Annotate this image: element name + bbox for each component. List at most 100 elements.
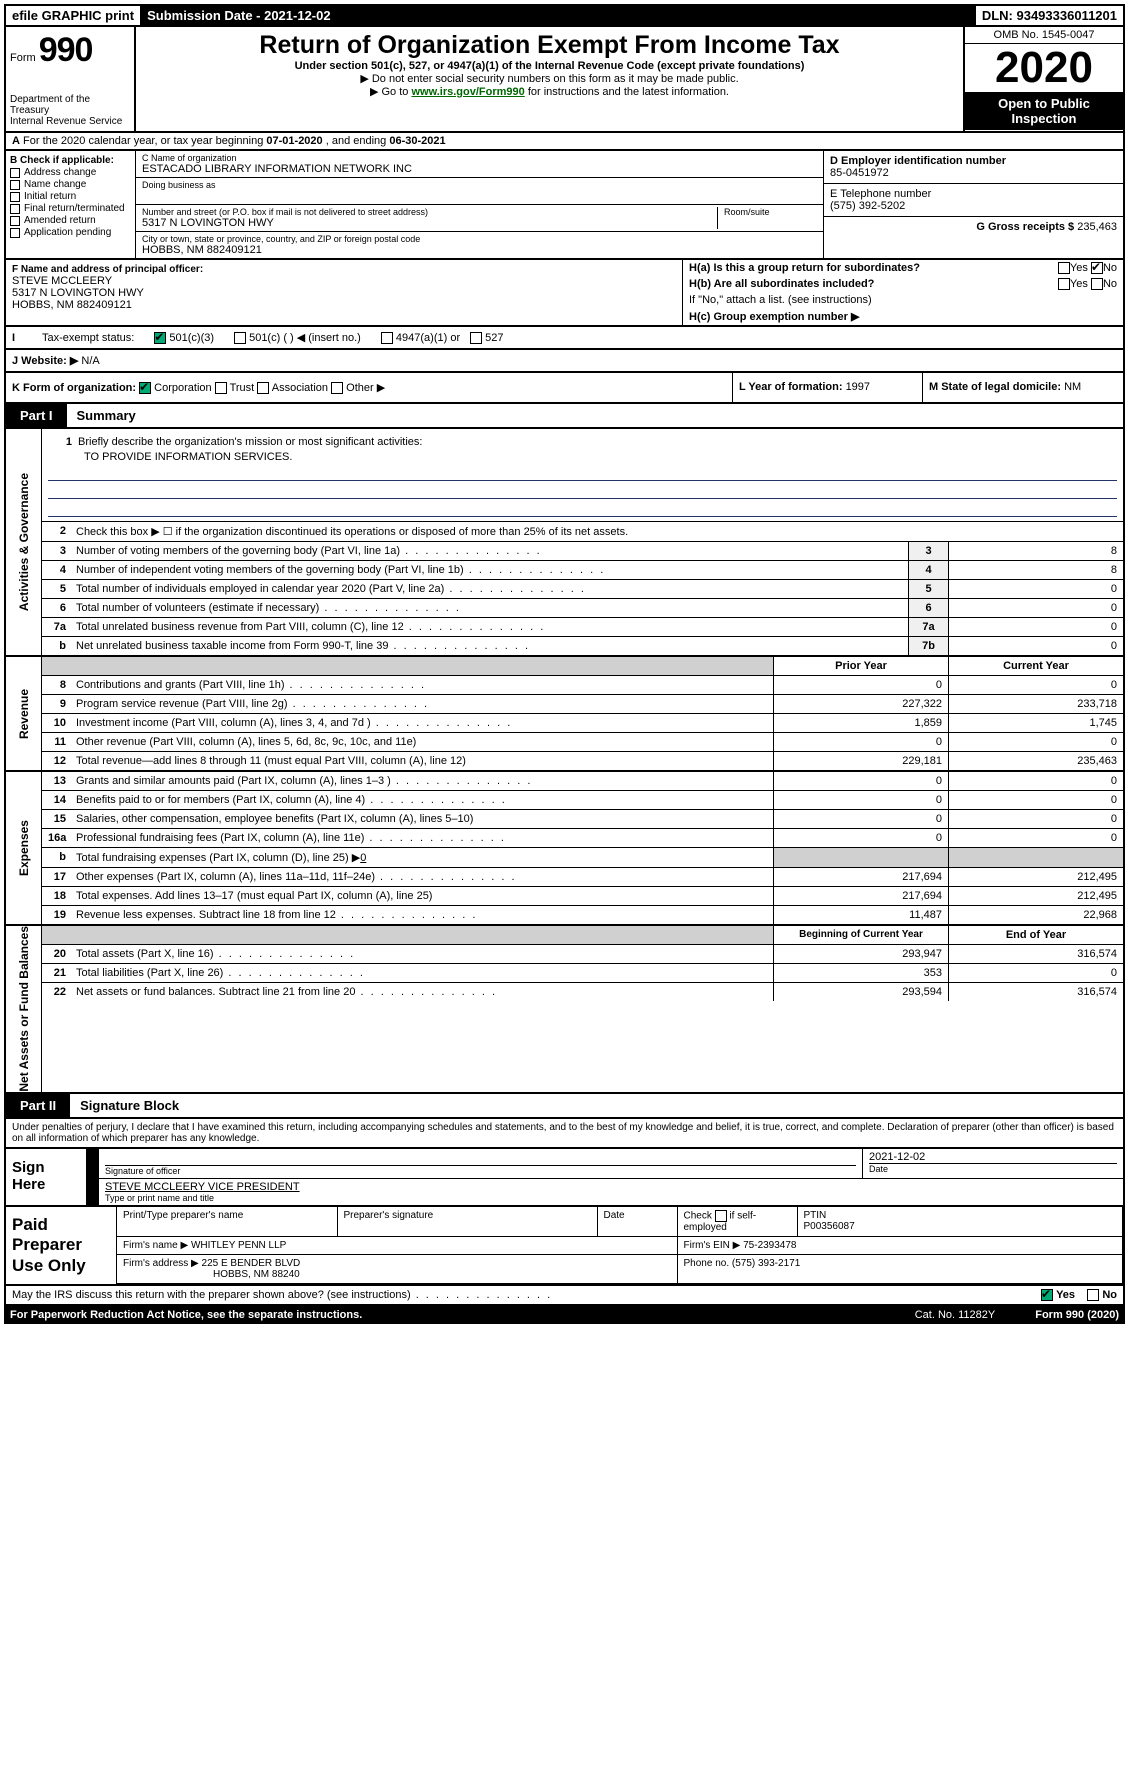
section-bcdeg: B Check if applicable: Address change Na… bbox=[4, 151, 1125, 260]
line-12: Total revenue—add lines 8 through 11 (mu… bbox=[72, 752, 773, 770]
efile-print-button[interactable]: efile GRAPHIC print bbox=[6, 6, 141, 25]
chk-address-change[interactable]: Address change bbox=[10, 167, 131, 178]
hb-label: H(b) Are all subordinates included? bbox=[689, 278, 874, 290]
paid-preparer-label: Paid Preparer Use Only bbox=[6, 1207, 116, 1284]
col-c-org-info: C Name of organization ESTACADO LIBRARY … bbox=[136, 151, 823, 258]
chk-4947[interactable] bbox=[381, 332, 393, 344]
city-label: City or town, state or province, country… bbox=[142, 234, 817, 244]
hdr-begcy: Beginning of Current Year bbox=[773, 926, 948, 944]
p-h1: Print/Type preparer's name bbox=[117, 1207, 337, 1237]
line-15: Salaries, other compensation, employee b… bbox=[72, 810, 773, 828]
ha-yes[interactable] bbox=[1058, 262, 1070, 274]
line-19: Revenue less expenses. Subtract line 18 … bbox=[72, 906, 773, 924]
discuss-no[interactable] bbox=[1087, 1289, 1099, 1301]
discuss-row: May the IRS discuss this return with the… bbox=[4, 1286, 1125, 1306]
chk-501c[interactable] bbox=[234, 332, 246, 344]
ha-no[interactable] bbox=[1091, 262, 1103, 274]
sig-officer-label: Signature of officer bbox=[105, 1165, 856, 1176]
hb-note: If "No," attach a list. (see instruction… bbox=[683, 292, 1123, 308]
discuss-yes[interactable] bbox=[1041, 1289, 1053, 1301]
chk-trust[interactable] bbox=[215, 382, 227, 394]
chk-527[interactable] bbox=[470, 332, 482, 344]
block-activities: Activities & Governance 1Briefly describ… bbox=[4, 429, 1125, 657]
firm-ein-cell: Firm's EIN ▶ 75-2393478 bbox=[677, 1236, 1123, 1254]
hdr-eoy: End of Year bbox=[948, 926, 1123, 944]
submission-date-button[interactable]: Submission Date - 2021-12-02 bbox=[141, 6, 338, 25]
sig-name: STEVE MCCLEERY VICE PRESIDENT bbox=[105, 1181, 1117, 1193]
chk-assoc[interactable] bbox=[257, 382, 269, 394]
ein-value: 85-0451972 bbox=[830, 167, 1117, 179]
footer-form: Form 990 (2020) bbox=[1035, 1309, 1119, 1321]
gross-label: G Gross receipts $ bbox=[976, 221, 1077, 233]
block-expenses: Expenses 13Grants and similar amounts pa… bbox=[4, 772, 1125, 926]
room-label: Room/suite bbox=[724, 207, 817, 217]
line-5: Total number of individuals employed in … bbox=[72, 580, 908, 598]
line-13: Grants and similar amounts paid (Part IX… bbox=[72, 772, 773, 790]
firm-name-cell: Firm's name ▶ WHITLEY PENN LLP bbox=[117, 1236, 677, 1254]
chk-application-pending[interactable]: Application pending bbox=[10, 227, 131, 238]
hb-no[interactable] bbox=[1091, 278, 1103, 290]
line-6: Total number of volunteers (estimate if … bbox=[72, 599, 908, 617]
col-de: D Employer identification number 85-0451… bbox=[823, 151, 1123, 258]
hb-yes[interactable] bbox=[1058, 278, 1070, 290]
ptin-cell: PTINP00356087 bbox=[797, 1207, 1123, 1237]
chk-final-return[interactable]: Final return/terminated bbox=[10, 203, 131, 214]
officer-addr2: HOBBS, NM 882409121 bbox=[12, 299, 676, 311]
hdr-current: Current Year bbox=[948, 657, 1123, 675]
chk-corp[interactable] bbox=[139, 382, 151, 394]
chk-initial-return[interactable]: Initial return bbox=[10, 191, 131, 202]
row-a-tax-year: A For the 2020 calendar year, or tax yea… bbox=[4, 133, 1125, 151]
chk-amended-return[interactable]: Amended return bbox=[10, 215, 131, 226]
form-subtitle: Under section 501(c), 527, or 4947(a)(1)… bbox=[144, 60, 955, 72]
part-1-tag: Part I bbox=[6, 404, 67, 427]
tax-status-label: Tax-exempt status: bbox=[42, 332, 134, 344]
vlabel-expenses: Expenses bbox=[6, 772, 42, 924]
part-1-header: Part I Summary bbox=[4, 404, 1125, 429]
line-18: Total expenses. Add lines 13–17 (must eq… bbox=[72, 887, 773, 905]
dept-label: Department of the Treasury bbox=[10, 94, 130, 116]
form-word: Form bbox=[10, 52, 36, 64]
block-net-assets: Net Assets or Fund Balances Beginning of… bbox=[4, 926, 1125, 1094]
open-inspection: Open to Public Inspection bbox=[965, 92, 1123, 130]
header-center: Return of Organization Exempt From Incom… bbox=[136, 27, 963, 131]
irs-link[interactable]: www.irs.gov/Form990 bbox=[411, 86, 524, 98]
line-3-val: 8 bbox=[948, 542, 1123, 560]
chk-name-change[interactable]: Name change bbox=[10, 179, 131, 190]
discuss-question: May the IRS discuss this return with the… bbox=[12, 1289, 552, 1301]
row-klm: K Form of organization: Corporation Trus… bbox=[4, 373, 1125, 404]
line-16b: Total fundraising expenses (Part IX, col… bbox=[72, 848, 773, 867]
line-2: Check this box ▶ ☐ if the organization d… bbox=[72, 522, 1123, 541]
chk-other[interactable] bbox=[331, 382, 343, 394]
officer-addr1: 5317 N LOVINGTON HWY bbox=[12, 287, 676, 299]
ha-label: H(a) Is this a group return for subordin… bbox=[689, 262, 920, 274]
omb-number: OMB No. 1545-0047 bbox=[965, 27, 1123, 44]
line-6-val: 0 bbox=[948, 599, 1123, 617]
line-14: Benefits paid to or for members (Part IX… bbox=[72, 791, 773, 809]
website-label: J Website: ▶ bbox=[12, 355, 78, 367]
line-10: Investment income (Part VIII, column (A)… bbox=[72, 714, 773, 732]
p-h3: Date bbox=[597, 1207, 677, 1237]
header-right: OMB No. 1545-0047 2020 Open to Public In… bbox=[963, 27, 1123, 131]
p-h2: Preparer's signature bbox=[337, 1207, 597, 1237]
part-1-title: Summary bbox=[67, 404, 146, 427]
spacer bbox=[338, 6, 976, 25]
city-value: HOBBS, NM 882409121 bbox=[142, 244, 817, 256]
page-footer: For Paperwork Reduction Act Notice, see … bbox=[4, 1306, 1125, 1324]
chk-self-employed[interactable] bbox=[715, 1210, 727, 1222]
block-revenue: Revenue Prior YearCurrent Year 8Contribu… bbox=[4, 657, 1125, 772]
col-h-group: H(a) Is this a group return for subordin… bbox=[683, 260, 1123, 325]
dln-label: DLN: 93493336011201 bbox=[976, 6, 1123, 25]
website-value: N/A bbox=[81, 355, 99, 367]
form-note-1: ▶ Do not enter social security numbers o… bbox=[144, 72, 955, 85]
line-5-val: 0 bbox=[948, 580, 1123, 598]
chk-501c3[interactable] bbox=[154, 332, 166, 344]
line-7b: Net unrelated business taxable income fr… bbox=[72, 637, 908, 655]
col-b-label: B Check if applicable: bbox=[10, 155, 131, 166]
sig-date-label: Date bbox=[869, 1163, 1117, 1174]
firm-phone-cell: Phone no. (575) 393-2171 bbox=[677, 1254, 1123, 1283]
footer-catno: Cat. No. 11282Y bbox=[915, 1309, 996, 1321]
form-title: Return of Organization Exempt From Incom… bbox=[144, 31, 955, 60]
row-j-website: J Website: ▶ N/A bbox=[4, 350, 1125, 373]
line-8: Contributions and grants (Part VIII, lin… bbox=[72, 676, 773, 694]
line-4-val: 8 bbox=[948, 561, 1123, 579]
